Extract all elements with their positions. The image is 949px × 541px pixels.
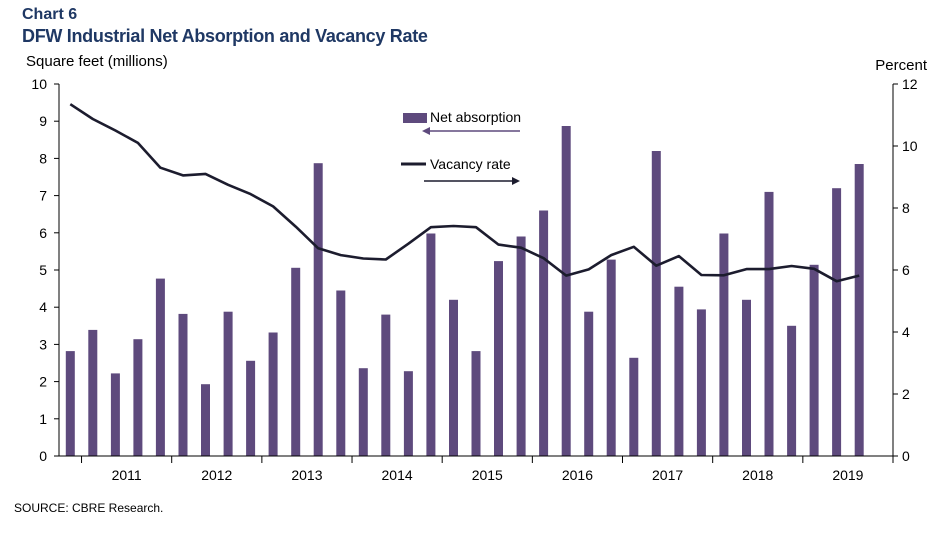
bar-net-absorption <box>155 278 165 456</box>
legend-swatch-net-absorption <box>403 113 427 123</box>
line-series-vacancy-rate <box>69 103 860 283</box>
left-tick-label: 10 <box>31 76 47 92</box>
left-tick-label: 9 <box>39 113 47 129</box>
right-tick-label: 4 <box>902 324 910 340</box>
left-tick-label: 6 <box>39 225 47 241</box>
bar-net-absorption <box>358 368 368 456</box>
bar-net-absorption <box>313 163 323 456</box>
bar-series-net-absorption <box>65 126 864 456</box>
left-tick-label: 1 <box>39 411 47 427</box>
bar-net-absorption <box>426 233 436 456</box>
x-tick-label: 2017 <box>652 467 683 483</box>
bar-net-absorption <box>291 267 301 456</box>
right-tick-label: 0 <box>902 448 910 464</box>
x-tick-label: 2015 <box>472 467 503 483</box>
chart-title: DFW Industrial Net Absorption and Vacanc… <box>22 26 428 46</box>
bar-net-absorption <box>809 264 819 456</box>
x-tick-label: 2016 <box>562 467 593 483</box>
bar-net-absorption <box>742 299 751 456</box>
legend-label-vacancy-rate: Vacancy rate <box>430 156 511 172</box>
bar-net-absorption <box>381 314 391 456</box>
bar-net-absorption <box>110 373 120 456</box>
bar-net-absorption <box>449 299 458 456</box>
chart-number-label: Chart 6 <box>22 6 78 23</box>
right-tick-label: 10 <box>902 138 918 154</box>
bar-net-absorption <box>403 371 413 456</box>
bar-net-absorption <box>223 311 233 456</box>
x-tick-label: 2019 <box>832 467 863 483</box>
bar-net-absorption <box>764 191 774 456</box>
right-tick-label: 6 <box>902 262 910 278</box>
left-tick-label: 2 <box>39 374 47 390</box>
right-tick-label: 12 <box>902 76 918 92</box>
bar-net-absorption <box>201 384 210 456</box>
bar-net-absorption <box>606 259 616 456</box>
bar-net-absorption <box>133 339 143 456</box>
source-note: SOURCE: CBRE Research. <box>14 501 164 515</box>
bar-net-absorption <box>696 309 706 456</box>
arrow-right-head-icon <box>512 177 520 185</box>
bar-net-absorption <box>787 325 797 456</box>
bar-net-absorption <box>494 261 503 456</box>
bar-net-absorption <box>832 188 842 456</box>
bar-net-absorption <box>719 233 729 456</box>
x-tick-label: 2011 <box>112 467 142 483</box>
bar-net-absorption <box>539 210 549 456</box>
bar-net-absorption <box>178 313 188 456</box>
bar-net-absorption <box>65 351 75 456</box>
bar-net-absorption <box>584 311 594 456</box>
left-tick-label: 4 <box>39 299 47 315</box>
bar-net-absorption <box>268 332 278 456</box>
bar-net-absorption <box>561 126 571 456</box>
bar-net-absorption <box>629 357 639 456</box>
bar-net-absorption <box>651 151 661 456</box>
right-tick-label: 2 <box>902 386 910 402</box>
chart-legend: Net absorption Vacancy rate <box>401 109 521 185</box>
left-axis-unit-label: Square feet (millions) <box>26 53 168 70</box>
left-tick-label: 8 <box>39 150 47 166</box>
line-vacancy-rate <box>69 103 860 283</box>
bar-net-absorption <box>88 329 98 456</box>
x-tick-label: 2018 <box>742 467 773 483</box>
right-tick-label: 8 <box>902 200 910 216</box>
arrow-left-head-icon <box>422 127 430 135</box>
right-axis-unit-label: Percent <box>875 57 927 74</box>
x-tick-label: 2014 <box>382 467 413 483</box>
bar-net-absorption <box>674 286 684 456</box>
bar-net-absorption <box>246 360 256 456</box>
left-tick-label: 3 <box>39 336 47 352</box>
bar-net-absorption <box>336 290 346 456</box>
x-tick-label: 2013 <box>291 467 322 483</box>
left-tick-label: 5 <box>39 262 47 278</box>
bar-net-absorption <box>516 236 526 456</box>
legend-label-net-absorption: Net absorption <box>430 109 521 125</box>
bar-net-absorption <box>471 351 481 456</box>
left-tick-label: 0 <box>39 448 47 464</box>
x-tick-label: 2012 <box>201 467 232 483</box>
left-tick-label: 7 <box>39 188 47 204</box>
bar-net-absorption <box>854 164 864 456</box>
